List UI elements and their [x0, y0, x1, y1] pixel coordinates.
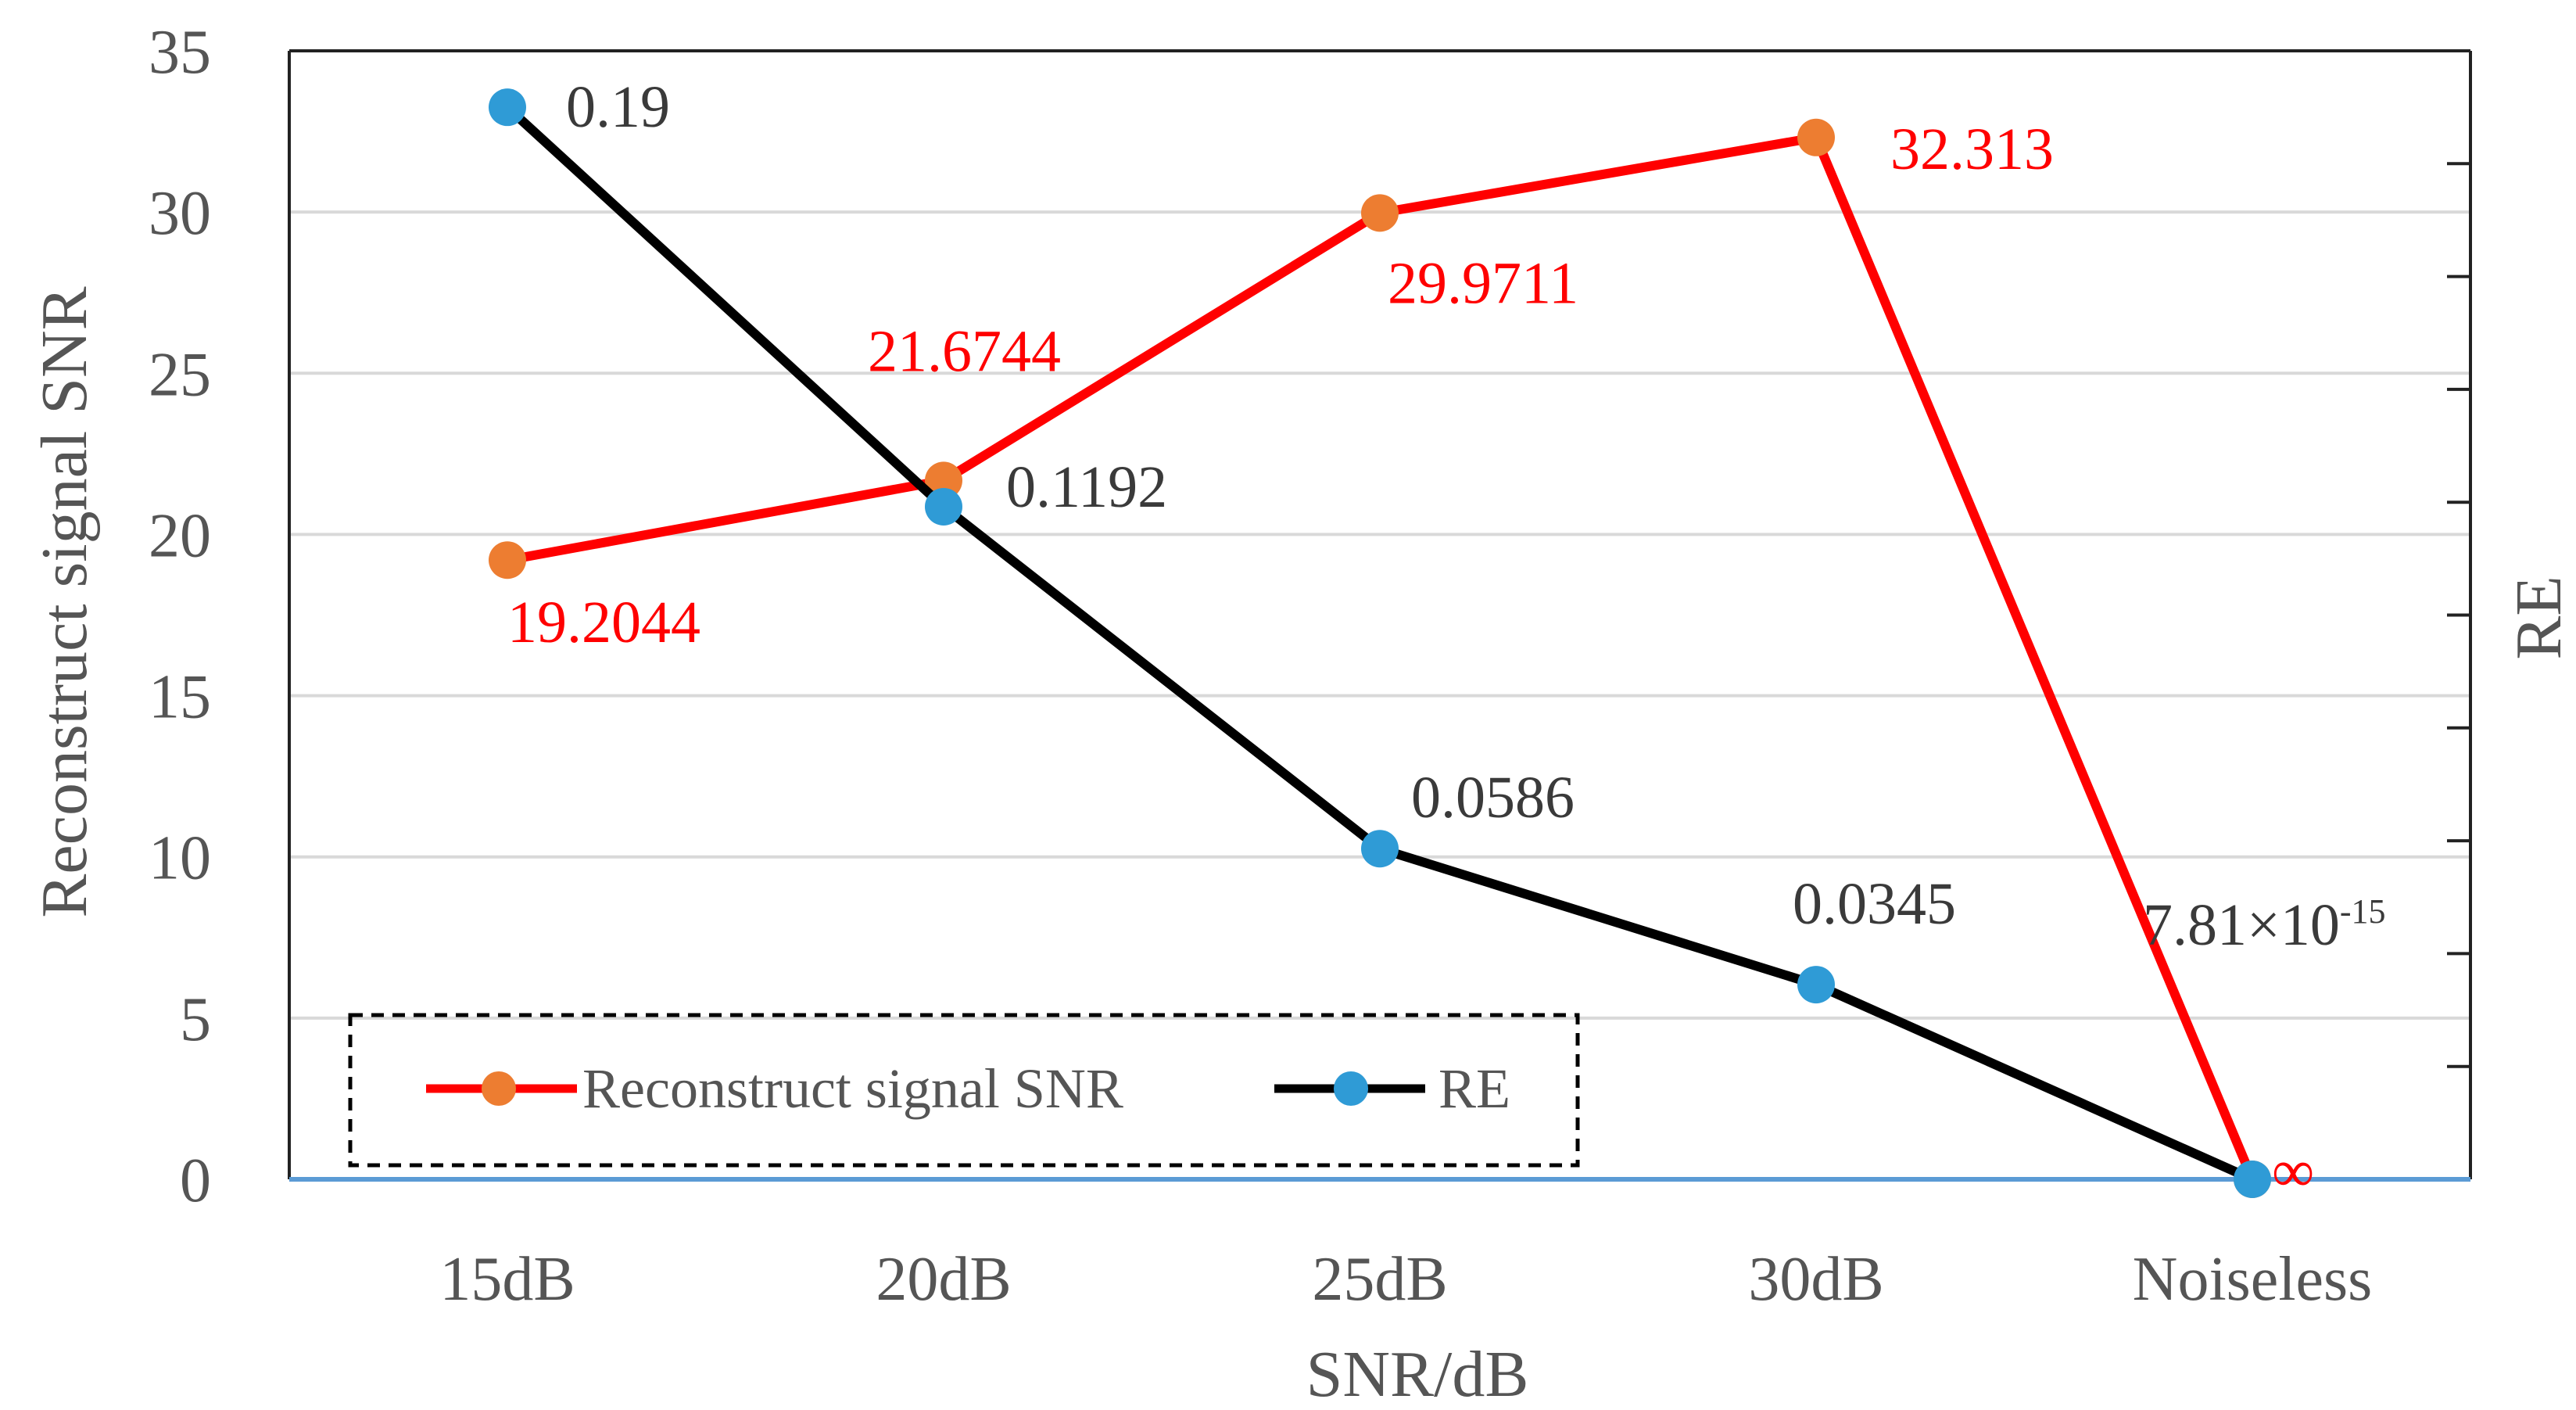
y-tick-label: 20 [149, 501, 211, 570]
data-labels: 19.2044 21.6744 29.9711 32.313 ∞ 0.19 0.1192 0.… [507, 74, 2386, 1204]
y-tick-label: 15 [149, 663, 211, 732]
series-0-point [1797, 118, 1835, 156]
x-tick-label: 20dB [876, 1245, 1011, 1314]
x-tick-label: 15dB [439, 1245, 575, 1314]
y-tick-label: 5 [180, 985, 211, 1054]
x-tick-label: Noiseless [2133, 1245, 2373, 1314]
re-data-label: 0.1192 [1006, 454, 1167, 520]
y-tick-label: 30 [149, 179, 211, 248]
legend-label-re: RE [1438, 1057, 1510, 1120]
x-tick-label: 25dB [1312, 1245, 1447, 1314]
axes [288, 49, 2472, 1182]
snr-data-label: 29.9711 [1388, 250, 1578, 316]
snr-data-label: 32.313 [1890, 117, 2054, 182]
x-tick-label: 30dB [1748, 1245, 1883, 1314]
legend-box [348, 1013, 1580, 1168]
y-axis-title: Reconstruct signal SNR [28, 286, 101, 917]
series-layer [489, 88, 2271, 1198]
series-1-point [1361, 830, 1399, 868]
series-0-point [925, 461, 962, 500]
right-axis-ticks [2447, 49, 2470, 1068]
series-0-point [1361, 194, 1399, 232]
snr-data-label: 19.2044 [507, 590, 700, 655]
re-data-label: 7.81×10-15 [2143, 892, 2386, 958]
legend-marker-snr [482, 1071, 516, 1106]
series-0-point [489, 541, 526, 579]
left-axis-ticks: 0 5 10 15 20 25 30 35 [149, 18, 211, 1215]
series-1-point [1797, 966, 1835, 1004]
x-axis-ticks: 15dB 20dB 25dB 30dB Noiseless [439, 1245, 2372, 1314]
y-tick-label: 25 [149, 340, 211, 409]
legend-label-snr: Reconstruct signal SNR [582, 1057, 1123, 1120]
y-tick-label: 10 [149, 824, 211, 893]
re-data-label: 0.19 [566, 74, 670, 140]
re-data-label: 0.0586 [1411, 765, 1575, 831]
series-1-point [2234, 1161, 2271, 1198]
snr-data-label: ∞ [2272, 1139, 2314, 1204]
y2-axis-title: RE [2503, 576, 2575, 659]
series-1-point [489, 88, 526, 127]
re-label-exponent: -15 [2340, 892, 2386, 931]
snr-data-label: 21.6744 [868, 318, 1061, 384]
legend: Reconstruct signal SNR RE [348, 1013, 1580, 1168]
re-data-label: 0.0345 [1793, 871, 1956, 937]
legend-marker-re [1334, 1071, 1368, 1106]
y-tick-label: 35 [149, 18, 211, 87]
x-axis-title: SNR/dB [1306, 1338, 1529, 1410]
series-1-point [925, 487, 962, 526]
y-tick-label: 0 [180, 1146, 211, 1215]
series-line-0 [506, 132, 2257, 1182]
